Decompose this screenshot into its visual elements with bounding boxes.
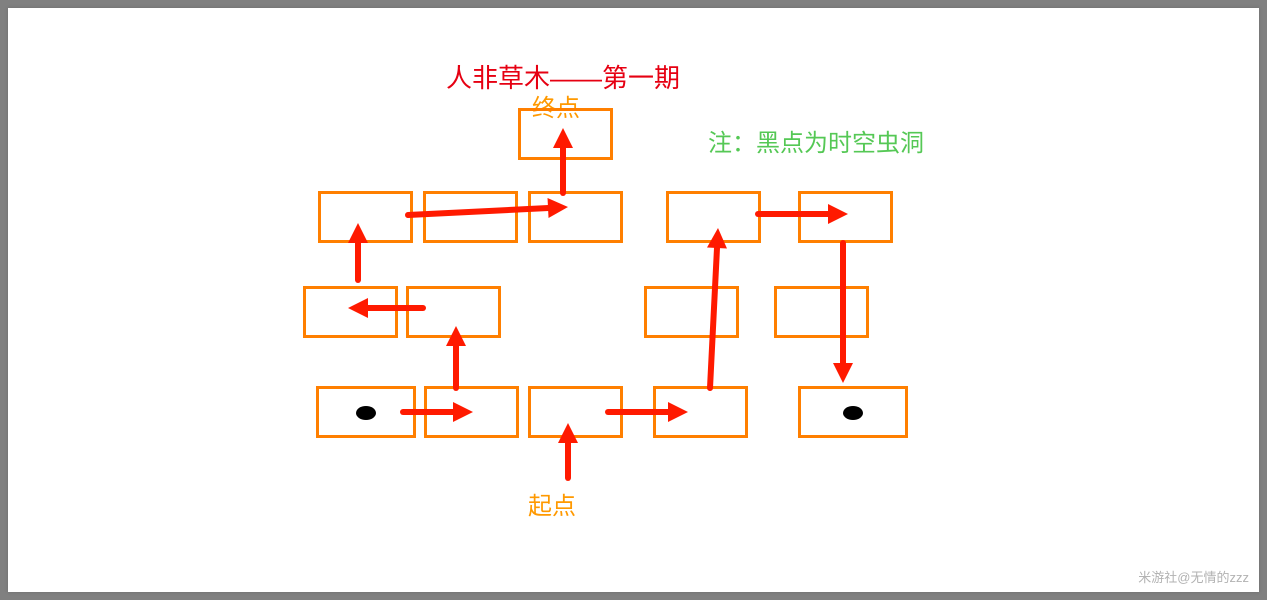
wormhole-dot xyxy=(843,406,863,420)
arrow-a_r4a_right xyxy=(389,398,487,426)
watermark: 米游社@无情的zzz xyxy=(1138,567,1249,586)
arrow-a_r2d_right xyxy=(744,200,862,228)
arrow-a_r2e_down xyxy=(829,229,857,397)
diagram-note: 注：黑点为时空虫洞 xyxy=(708,123,924,158)
arrow-a_r4b_up xyxy=(442,312,470,402)
arrow-a_r3a_up xyxy=(344,209,372,294)
diagram-canvas: 人非草木——第一期 注：黑点为时空虫洞 终点 起点 米游社@无情的zzz xyxy=(8,8,1259,592)
arrow-a_r4d_up xyxy=(696,214,732,402)
arrow-a_r4c_right xyxy=(594,398,702,426)
wormhole-dot xyxy=(356,406,376,420)
arrow-a_start_up xyxy=(554,409,582,492)
arrow-a_mid_up xyxy=(549,114,577,207)
arrow-a_r3b_left xyxy=(334,294,437,322)
